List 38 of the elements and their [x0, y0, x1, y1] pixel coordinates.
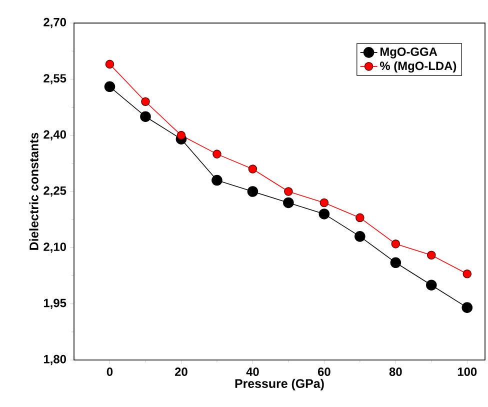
- point: [283, 197, 294, 208]
- y-axis-title: Dielectric constants: [29, 132, 38, 250]
- y-tick-label: 1,80: [44, 354, 66, 366]
- point: [247, 186, 258, 197]
- point: [354, 231, 366, 242]
- point: [462, 269, 472, 278]
- x-tick-label: 20: [174, 368, 188, 376]
- point: [426, 280, 437, 291]
- legend-label: % (MgO-LDA): [380, 61, 456, 73]
- y-tick-label: 1,95: [44, 298, 66, 309]
- point: [176, 130, 186, 140]
- x-axis-title: Pressure (GPa): [235, 378, 324, 390]
- y-tick-label: 2,40: [44, 130, 66, 140]
- point: [141, 97, 150, 106]
- x-tick-label: 0: [106, 368, 113, 376]
- y-tick-label: 2,70: [44, 18, 66, 28]
- point: [320, 198, 329, 208]
- point: [212, 174, 222, 186]
- point: [390, 257, 402, 268]
- legend-label: MgO-GGA: [380, 48, 438, 58]
- x-tick-label: 100: [458, 368, 477, 376]
- point: [105, 60, 114, 69]
- point: [462, 302, 473, 313]
- point: [427, 250, 436, 260]
- y-tick-label: 2,25: [44, 186, 66, 197]
- y-tick-label: 2,55: [44, 74, 66, 84]
- point: [140, 111, 151, 122]
- x-tick-label: 80: [389, 368, 402, 376]
- point: [248, 164, 258, 174]
- point: [318, 208, 330, 220]
- point: [356, 213, 364, 222]
- point: [284, 187, 293, 196]
- x-tick-label: 40: [246, 368, 259, 376]
- x-tick-label: 60: [318, 368, 330, 376]
- y-tick-label: 2,10: [44, 242, 66, 253]
- point: [391, 240, 400, 248]
- point: [104, 81, 116, 92]
- point: [212, 150, 222, 158]
